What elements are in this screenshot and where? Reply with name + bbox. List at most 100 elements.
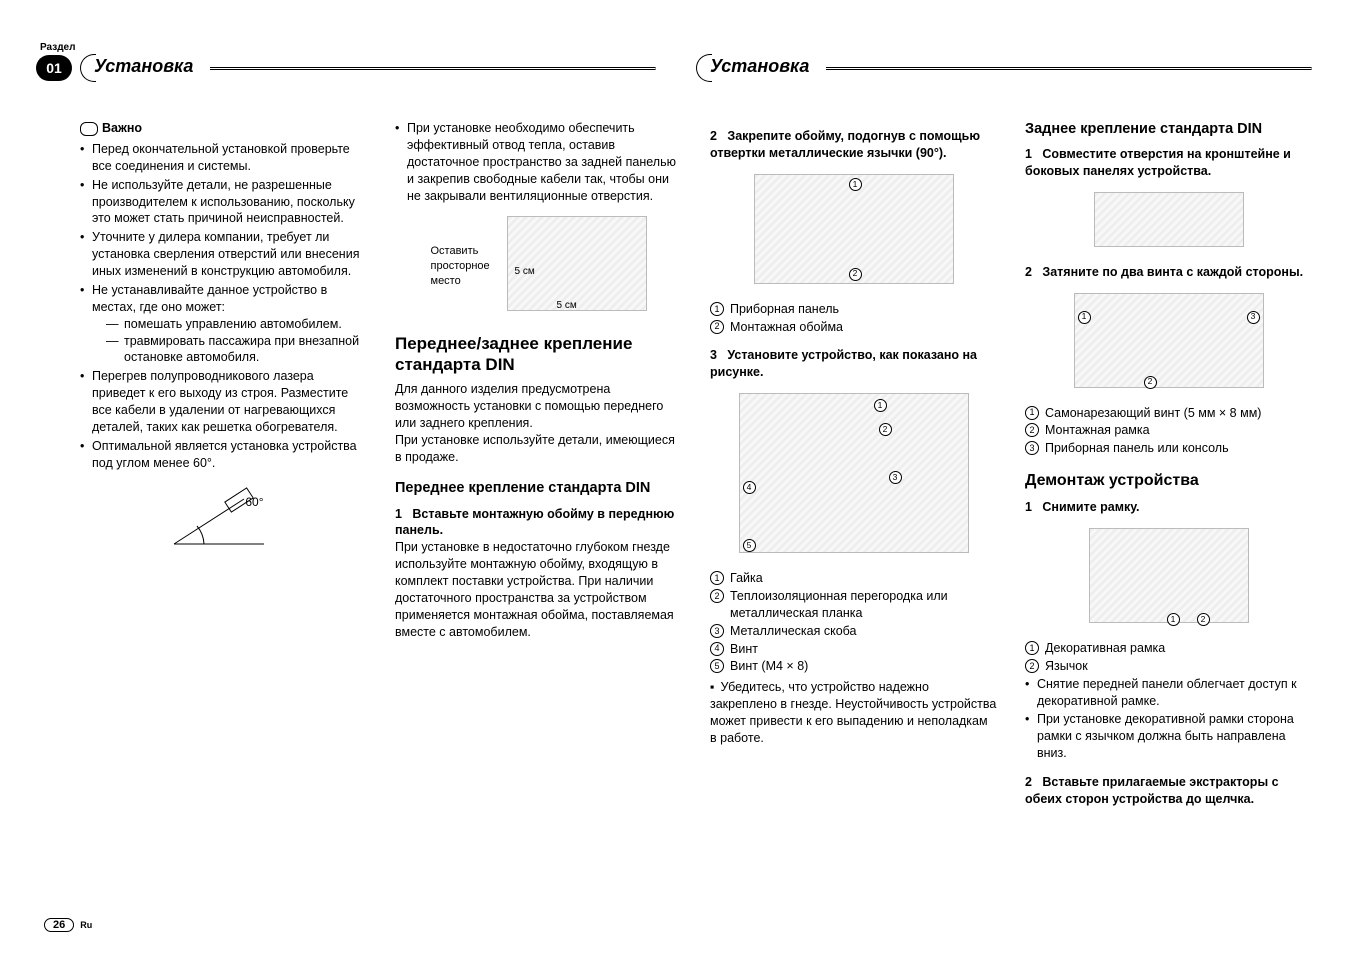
note-text: Убедитесь, что устройство надежно закреп… bbox=[710, 680, 996, 745]
column-4: Заднее крепление стандарта DIN 1 Совмест… bbox=[1025, 120, 1312, 894]
body-text: Для данного изделия предусмотрена возмож… bbox=[395, 381, 682, 432]
header-curve-right bbox=[696, 54, 712, 82]
step-number: 1 bbox=[1025, 500, 1032, 514]
step-body: При установке в недостаточно глубоком гн… bbox=[395, 539, 682, 640]
step-1: 1 Вставьте монтажную обойму в переднюю п… bbox=[395, 506, 682, 540]
remove-heading: Демонтаж устройства bbox=[1025, 471, 1312, 491]
important-heading: Важно bbox=[80, 120, 367, 137]
list-item: травмировать пассажира при внезапной ост… bbox=[106, 333, 367, 367]
legend-item: 5 Винт (M4 × 8) bbox=[710, 658, 997, 675]
step-text: Закрепите обойму, подогнув с помощью отв… bbox=[710, 129, 980, 160]
space-caption: Оставить просторное место bbox=[431, 244, 501, 289]
column-1: Важно Перед окончательной установкой про… bbox=[80, 120, 367, 894]
bracket-align-figure bbox=[1025, 192, 1312, 252]
callout: 5 bbox=[743, 539, 756, 552]
callout: 1 bbox=[1167, 613, 1180, 626]
legend-num: 2 bbox=[1025, 423, 1039, 437]
callout: 4 bbox=[743, 481, 756, 494]
trim-figure: 1 2 bbox=[1025, 528, 1312, 628]
legend-text: Самонарезающий винт (5 мм × 8 мм) bbox=[1045, 406, 1261, 420]
body-text: При установке используйте детали, имеющи… bbox=[395, 432, 682, 466]
ventilation-bullet: При установке необходимо обеспечить эффе… bbox=[395, 120, 682, 204]
remove-step-1: 1 Снимите рамку. bbox=[1025, 499, 1312, 516]
trim-notes: Снятие передней панели облегчает доступ … bbox=[1025, 676, 1312, 762]
step-number: 2 bbox=[710, 129, 717, 143]
list-item: Снятие передней панели облегчает доступ … bbox=[1025, 676, 1312, 710]
callout: 1 bbox=[1078, 311, 1091, 324]
legend-num: 3 bbox=[710, 624, 724, 638]
legend-text: Металлическая скоба bbox=[730, 624, 856, 638]
list-item: Уточните у дилера компании, требует ли у… bbox=[80, 229, 367, 280]
page-lang: Ru bbox=[80, 920, 92, 930]
legend-item: 2Монтажная обойма bbox=[710, 319, 997, 336]
screw-figure: 1 2 3 bbox=[1025, 293, 1312, 393]
list-item: При установке необходимо обеспечить эффе… bbox=[395, 120, 682, 204]
bracket-align-illustration bbox=[1094, 192, 1244, 247]
step-text: Установите устройство, как показано на р… bbox=[710, 348, 977, 379]
dim-label: 5 см bbox=[515, 265, 535, 279]
legend-text: Гайка bbox=[730, 571, 763, 585]
callout: 3 bbox=[1247, 311, 1260, 324]
step-number: 2 bbox=[1025, 775, 1032, 789]
legend-num: 5 bbox=[710, 659, 724, 673]
list-item: Не используйте детали, не разрешенные пр… bbox=[80, 177, 367, 228]
list-item: Оптимальной является установка устройств… bbox=[80, 438, 367, 472]
secure-note: Убедитесь, что устройство надежно закреп… bbox=[710, 679, 997, 747]
legend-text: Декоративная рамка bbox=[1045, 641, 1165, 655]
legend-text: Винт (M4 × 8) bbox=[730, 659, 808, 673]
square-bullet-icon bbox=[710, 680, 720, 694]
step-2: 2 Закрепите обойму, подогнув с помощью о… bbox=[710, 128, 997, 162]
legend-num: 4 bbox=[710, 642, 724, 656]
step-number: 1 bbox=[395, 507, 402, 521]
legend-item: 2Монтажная рамка bbox=[1025, 422, 1312, 439]
legend-item: 1 Декоративная рамка bbox=[1025, 640, 1312, 657]
angle-diagram: 60° bbox=[164, 484, 284, 554]
important-bullets: Перед окончательной установкой проверьте… bbox=[80, 141, 367, 472]
din-mount-heading: Переднее/заднее крепление стандарта DIN bbox=[395, 334, 682, 375]
list-item-text: Не устанавливайте данное устройство в ме… bbox=[92, 283, 327, 314]
angle-figure: 60° bbox=[80, 484, 367, 559]
step-number: 1 bbox=[1025, 147, 1032, 161]
legend-num: 2 bbox=[1025, 659, 1039, 673]
step-text: Вставьте прилагаемые экстракторы с обеих… bbox=[1025, 775, 1279, 806]
list-item: Не устанавливайте данное устройство в ме… bbox=[80, 282, 367, 366]
legend-num: 1 bbox=[710, 302, 724, 316]
rear-din-heading: Заднее крепление стандарта DIN bbox=[1025, 120, 1312, 138]
dim-label: 5 см bbox=[557, 299, 577, 313]
callout: 3 bbox=[889, 471, 902, 484]
legend-item: 2 Язычок bbox=[1025, 658, 1312, 675]
legend-num: 1 bbox=[1025, 641, 1039, 655]
legend-num: 3 bbox=[1025, 441, 1039, 455]
legend-item: 3Приборная панель или консоль bbox=[1025, 440, 1312, 457]
legend-item: 3 Металлическая скоба bbox=[710, 623, 997, 640]
legend-item: 4 Винт bbox=[710, 641, 997, 658]
header-left-wrap: Установка bbox=[80, 56, 696, 77]
legend-text: Теплоизоляционная перегородка или металл… bbox=[730, 589, 948, 620]
list-item: помешать управлению автомобилем. bbox=[106, 316, 367, 333]
step-text: Совместите отверстия на кронштейне и бок… bbox=[1025, 147, 1291, 178]
screw-illustration bbox=[1074, 293, 1264, 388]
chapter-number: 01 bbox=[36, 55, 72, 81]
sleeve-legend: 1 Приборная панель 2Монтажная обойма bbox=[710, 301, 997, 336]
legend-text: Винт bbox=[730, 642, 758, 656]
install-legend: 1Гайка 2Теплоизоляционная перегородка ил… bbox=[710, 570, 997, 675]
content-columns: Важно Перед окончательной установкой про… bbox=[80, 120, 1312, 894]
front-din-heading: Переднее крепление стандарта DIN bbox=[395, 479, 682, 497]
page-headers: Установка Установка bbox=[80, 56, 1312, 77]
remove-step-2: 2 Вставьте прилагаемые экстракторы с обе… bbox=[1025, 774, 1312, 808]
list-item: При установке декоративной рамки сторона… bbox=[1025, 711, 1312, 762]
legend-text: Язычок bbox=[1045, 659, 1088, 673]
legend-num: 1 bbox=[710, 571, 724, 585]
install-figure: 1 2 3 4 5 bbox=[710, 393, 997, 558]
section-label: Раздел bbox=[40, 42, 75, 53]
callout: 2 bbox=[879, 423, 892, 436]
legend-text: Приборная панель bbox=[730, 302, 839, 316]
legend-num: 1 bbox=[1025, 406, 1039, 420]
step-number: 2 bbox=[1025, 265, 1032, 279]
legend-text: Монтажная обойма bbox=[730, 320, 843, 334]
callout: 2 bbox=[1144, 376, 1157, 389]
callout: 1 bbox=[874, 399, 887, 412]
rear-step-2: 2 Затяните по два винта с каждой стороны… bbox=[1025, 264, 1312, 281]
header-line-left bbox=[210, 67, 656, 70]
callout-2: 2 bbox=[849, 268, 862, 281]
